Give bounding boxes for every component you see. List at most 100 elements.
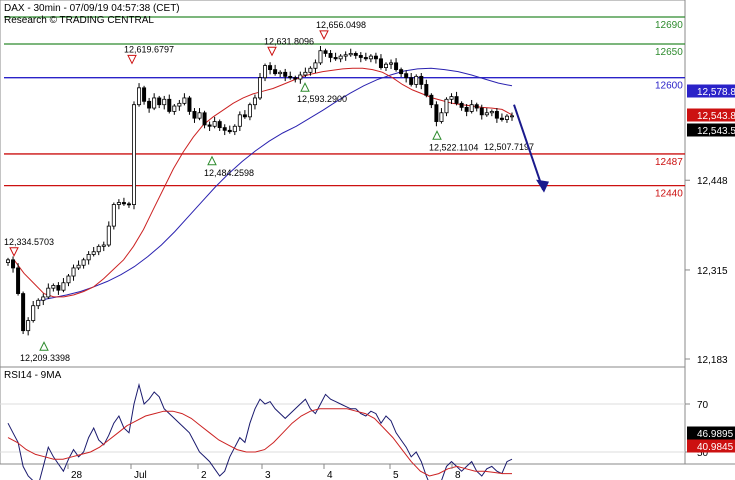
candle-body — [504, 115, 509, 120]
candle-body — [328, 53, 333, 58]
price-tag-bg — [687, 84, 735, 98]
candle-body — [358, 55, 363, 58]
candle-body — [152, 97, 157, 109]
time-tick-label: 4 — [327, 470, 333, 480]
swing-low-marker — [39, 341, 49, 351]
rsi-tag-text: 46.9895 — [697, 429, 734, 440]
swing-label: 12,656.0498 — [316, 20, 366, 30]
candle-body — [409, 77, 414, 85]
candle-body — [126, 203, 131, 206]
rsi-tag-text: 40.9845 — [697, 442, 734, 453]
candle-body — [404, 73, 409, 79]
swing-label: 12,593.2900 — [297, 94, 347, 104]
swing-high-marker — [319, 30, 329, 41]
level-label-resistance-2: 12690 — [655, 20, 683, 31]
candle-body — [252, 97, 257, 106]
candle-body — [439, 112, 444, 122]
candle-body — [494, 111, 499, 119]
candle-body — [424, 84, 429, 96]
candle-body — [172, 105, 177, 112]
price-tick-label: 12,315 — [697, 266, 728, 277]
candle-body — [469, 104, 474, 112]
level-label-support-2: 12440 — [655, 189, 683, 200]
swing-high-marker — [127, 54, 137, 65]
candle-body — [227, 129, 232, 133]
swing-high-marker — [9, 247, 19, 257]
candle-body — [368, 55, 373, 60]
candle-body — [167, 98, 172, 112]
candle-body — [56, 285, 61, 291]
time-tick-label: 5 — [393, 470, 399, 480]
candle-body — [222, 127, 227, 131]
candle-body — [212, 121, 217, 127]
candle-body — [394, 62, 399, 71]
candle-body — [464, 106, 469, 112]
swing-label: 12,484.2598 — [204, 168, 254, 178]
candle-body — [419, 75, 424, 85]
swing-label: 12,631.8096 — [264, 36, 314, 46]
candle-body — [187, 97, 192, 112]
candle-body — [106, 225, 111, 246]
swing-label: 12,522.1104 — [429, 142, 478, 152]
candle-body — [237, 114, 242, 127]
candle-body — [378, 58, 383, 68]
candle-body — [288, 75, 293, 79]
candle-body — [26, 320, 31, 332]
main-plot-area — [0, 0, 686, 368]
swing-label: 12,209.3398 — [20, 353, 70, 363]
candle-body — [6, 259, 11, 263]
candle-body — [499, 117, 504, 120]
chart-credit: Research © TRADING CENTRAL — [4, 15, 154, 26]
candle-body — [268, 65, 273, 71]
candle-body — [343, 54, 348, 57]
candle-body — [459, 102, 464, 108]
price-tag-text: 12,543.8 — [697, 111, 735, 122]
price-tag-text: 12,578.8 — [697, 87, 735, 98]
candle-body — [51, 285, 56, 289]
level-label-resistance-1: 12650 — [655, 47, 683, 58]
time-tick-label: 3 — [265, 470, 271, 480]
candle-body — [323, 50, 328, 54]
candle-body — [116, 202, 121, 205]
candle-body — [41, 296, 46, 301]
candle-body — [454, 96, 459, 104]
price-tag-bg — [687, 123, 735, 137]
candle-body — [242, 114, 247, 118]
candle-body — [36, 299, 41, 307]
candle-body — [131, 104, 136, 205]
candle-body — [96, 245, 101, 253]
candle-body — [177, 102, 182, 107]
candle-body — [142, 87, 147, 102]
candle-body — [373, 55, 378, 60]
projection-arrow-head — [536, 179, 549, 193]
candle-body — [137, 87, 142, 106]
candle-body — [147, 100, 152, 109]
swing-high-marker — [267, 46, 277, 57]
candle-body — [66, 275, 71, 284]
candle-body — [162, 98, 167, 106]
candle-body — [76, 264, 81, 269]
time-tick-label: Jul — [134, 470, 147, 480]
time-tick-label: 2 — [201, 470, 207, 480]
candle-body — [232, 125, 237, 133]
candle-body — [257, 77, 262, 99]
rsi-tick-label: 50 — [697, 448, 709, 459]
rsi-tag-bg — [687, 439, 735, 453]
candle-body — [217, 121, 222, 129]
candle-body — [86, 254, 91, 261]
candle-body — [474, 104, 479, 109]
rsi-line — [7, 382, 513, 480]
rsi-title: RSI14 - 9MA — [4, 370, 62, 381]
candle-body — [91, 251, 96, 255]
candle-body — [333, 57, 338, 60]
candle-body — [21, 293, 26, 332]
candle-body — [348, 53, 353, 56]
swing-low-marker — [432, 130, 442, 140]
candle-body — [308, 67, 313, 73]
projection-arrow-shaft — [513, 104, 544, 191]
price-tick-label: 12,448 — [697, 176, 728, 187]
price-tick-label: 12,183 — [697, 355, 728, 366]
candle-body — [273, 69, 278, 75]
candle-body — [283, 71, 288, 77]
